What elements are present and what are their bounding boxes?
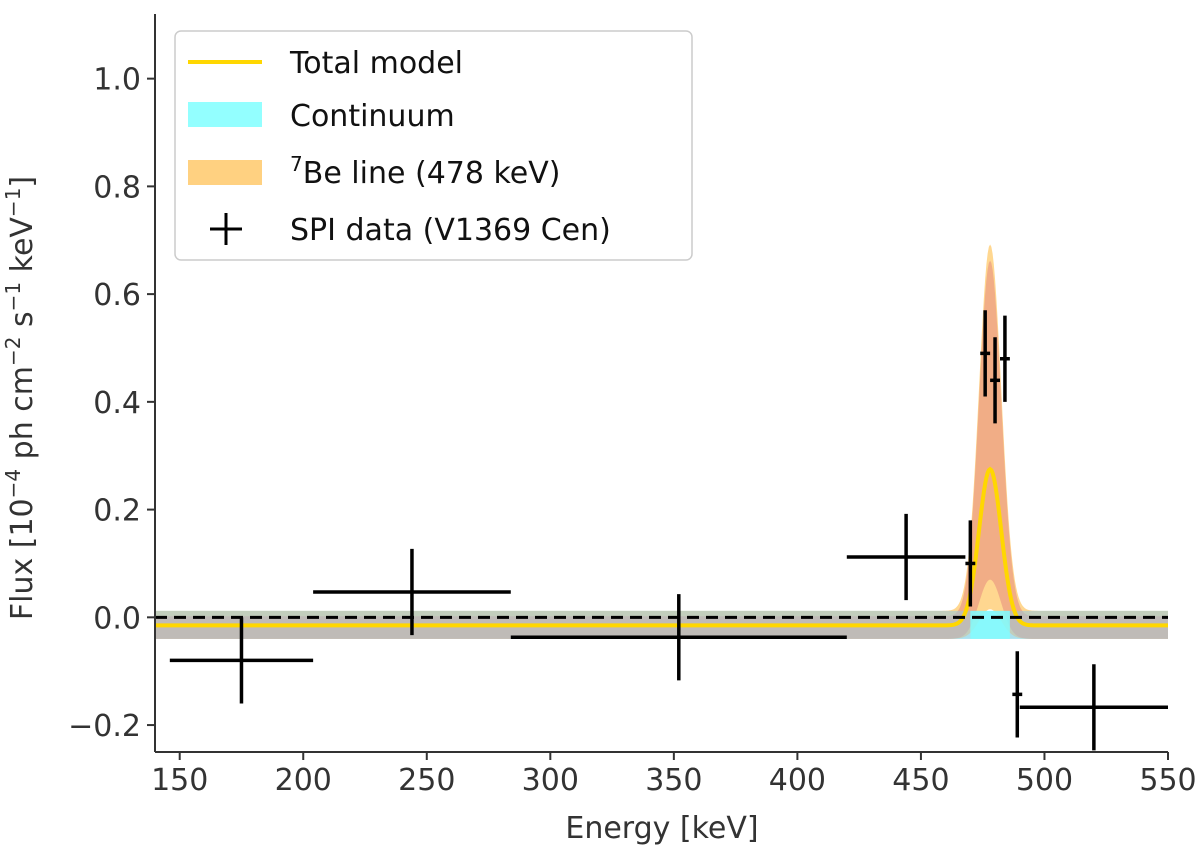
legend-be-line-label: 7Be line (478 keV) [290,152,560,191]
data-point [965,520,976,607]
legend-continuum-label: Continuum [290,99,455,134]
legend-continuum-swatch [188,102,262,127]
plot-area [155,244,1168,751]
x-axis-label: Energy [keV] [565,811,758,846]
legend-be-line-swatch [188,160,262,185]
x-tick-label: 500 [1016,763,1073,798]
x-tick-label: 150 [151,763,208,798]
continuum-band-peak [970,610,1010,639]
data-point [169,617,314,704]
data-point [1012,651,1023,738]
axes [147,14,1169,760]
y-tick-label: 0.6 [93,278,141,313]
data-point [510,594,847,681]
x-tick-label: 400 [769,763,826,798]
data-point [846,513,966,601]
y-tick-label: 0.8 [93,170,141,205]
x-tick-label: 550 [1139,763,1196,798]
legend-spi-data-label: SPI data (V1369 Cen) [290,213,611,248]
data-point [999,315,1010,402]
data-point [990,337,1000,424]
be-line-outer-band [155,244,1168,639]
data-point [980,310,991,397]
x-tick-label: 250 [398,763,455,798]
x-tick-label: 200 [275,763,332,798]
y-tick-label: 1.0 [93,63,141,98]
total-model-line [155,466,1168,628]
x-tick-label: 350 [645,763,702,798]
y-tick-label: −0.2 [68,709,141,744]
legend-total-model-label: Total model [289,46,463,81]
y-tick-label: 0.4 [93,386,141,421]
x-tick-label: 300 [522,763,579,798]
y-axis-label: Flux [10−4 ph cm−2 s−1 keV−1] [1,176,40,620]
tick-labels: 150 200 250 300 350 400 450 500 550 −0.2 0.0 0.2 0.4… [68,63,1196,798]
be-line-inner-band [155,260,1168,639]
data-point [313,548,511,636]
data-point [1019,664,1168,751]
x-tick-label: 450 [892,763,949,798]
y-tick-label: 0.2 [93,494,141,529]
y-tick-label: 0.0 [93,601,141,636]
legend-frame [174,30,693,261]
legend: Total model Continuum 7Be line (478 keV)… [174,30,693,261]
legend-spi-data-swatch [210,213,242,245]
